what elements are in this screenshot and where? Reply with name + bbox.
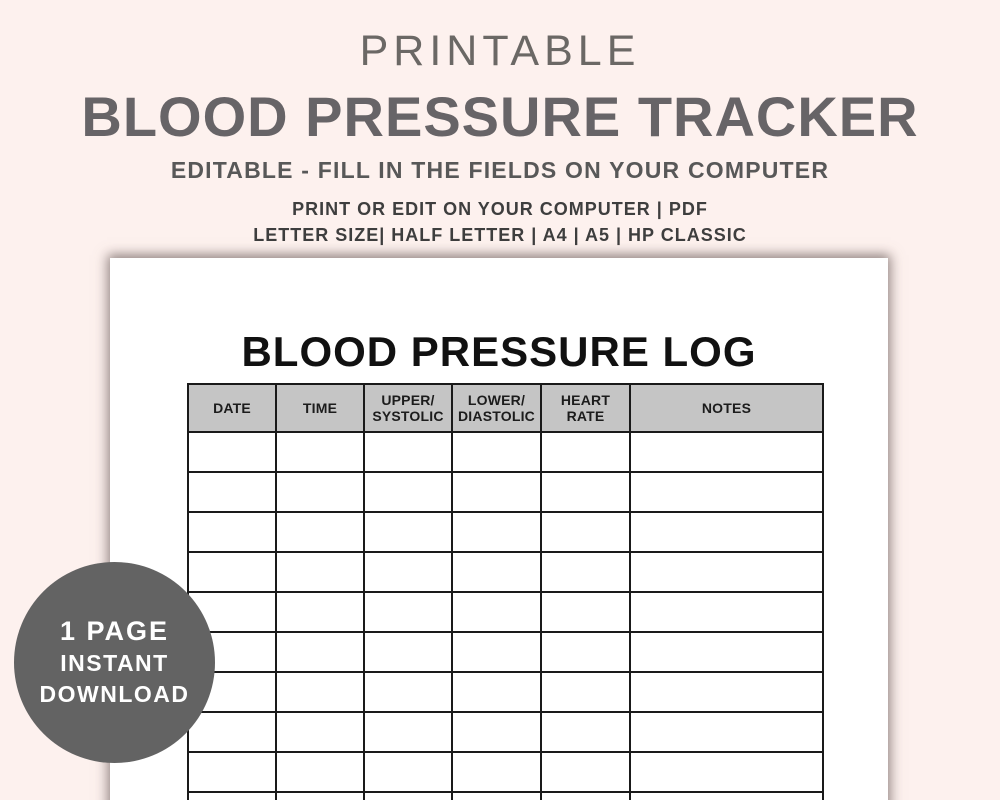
table-cell [363, 791, 453, 800]
kicker-text: PRINTABLE [359, 27, 641, 75]
table-cell [187, 511, 277, 553]
table-cell [540, 751, 631, 793]
table-cell [540, 671, 631, 713]
table-cell [451, 751, 542, 793]
table-cell [187, 431, 277, 473]
table-cell [275, 631, 365, 673]
table-cell [275, 791, 365, 800]
table-cell [629, 471, 824, 513]
subtitle-text: EDITABLE - FILL IN THE FIELDS ON YOUR CO… [170, 157, 830, 183]
col-header-lower-diastolic: LOWER/ DIASTOLIC [451, 383, 542, 433]
table-body [187, 431, 824, 800]
col-header-label: RATE [566, 408, 605, 424]
col-header-label: DATE [213, 400, 251, 416]
table-cell [275, 591, 365, 633]
table-row [187, 751, 824, 793]
table-cell [451, 551, 542, 593]
table-cell [187, 751, 277, 793]
badge-line: INSTANT [60, 650, 169, 676]
table-cell [451, 671, 542, 713]
table-cell [540, 551, 631, 593]
col-header-label: NOTES [701, 400, 752, 416]
table-cell [629, 671, 824, 713]
page-title: BLOOD PRESSURE TRACKER [81, 85, 919, 148]
col-header-label: DIASTOLIC [458, 408, 535, 424]
col-header-label: UPPER/ [381, 392, 435, 408]
table-cell [275, 751, 365, 793]
table-cell [540, 591, 631, 633]
table-row [187, 791, 824, 800]
table-cell [629, 431, 824, 473]
table-cell [275, 671, 365, 713]
table-row [187, 711, 824, 753]
table-cell [540, 511, 631, 553]
table-cell [363, 711, 453, 753]
col-header-upper-systolic: UPPER/ SYSTOLIC [363, 383, 453, 433]
table-cell [451, 591, 542, 633]
table-cell [187, 471, 277, 513]
table-cell [540, 711, 631, 753]
col-header-date: DATE [187, 383, 277, 433]
table-cell [363, 511, 453, 553]
col-header-label: LOWER/ [467, 392, 526, 408]
table-cell [451, 511, 542, 553]
col-header-label: HEART [560, 392, 611, 408]
table-cell [540, 631, 631, 673]
feature-line-formats: PRINT OR EDIT ON YOUR COMPUTER | PDF [292, 199, 708, 219]
table-row [187, 631, 824, 673]
table-cell [451, 631, 542, 673]
table-cell [629, 511, 824, 553]
table-cell [629, 591, 824, 633]
table-cell [187, 791, 277, 800]
badge-line: 1 PAGE [59, 616, 170, 646]
feature-line-sizes: LETTER SIZE| HALF LETTER | A4 | A5 | HP … [253, 225, 747, 245]
table-cell [629, 751, 824, 793]
table-cell [275, 431, 365, 473]
table-cell [363, 631, 453, 673]
table-cell [451, 711, 542, 753]
col-header-label: TIME [302, 400, 338, 416]
bp-log-table: DATE TIME UPPER/ SYSTOLIC LOWER/ DIASTOL… [187, 383, 824, 800]
table-header-row: DATE TIME UPPER/ SYSTOLIC LOWER/ DIASTOL… [187, 383, 824, 433]
table-cell [629, 791, 824, 800]
table-cell [363, 751, 453, 793]
table-cell [629, 551, 824, 593]
table-row [187, 471, 824, 513]
document-mockup: BLOOD PRESSURE LOG DATE TIME [110, 258, 888, 800]
instant-download-badge: 1 PAGE INSTANT DOWNLOAD [14, 562, 215, 763]
badge-line: DOWNLOAD [39, 681, 190, 707]
col-header-notes: NOTES [629, 383, 824, 433]
table-row [187, 511, 824, 553]
table-cell [540, 431, 631, 473]
table-cell [363, 591, 453, 633]
col-header-label: SYSTOLIC [372, 408, 444, 424]
table-cell [275, 511, 365, 553]
table-cell [363, 471, 453, 513]
table-row [187, 671, 824, 713]
table-row [187, 431, 824, 473]
table-cell [187, 711, 277, 753]
col-header-time: TIME [275, 383, 365, 433]
table-cell [540, 471, 631, 513]
document-title: BLOOD PRESSURE LOG [241, 328, 757, 375]
table-cell [363, 551, 453, 593]
table-cell [187, 551, 277, 593]
table-row [187, 591, 824, 633]
table-cell [275, 471, 365, 513]
table-row [187, 551, 824, 593]
table-cell [540, 791, 631, 800]
table-cell [451, 791, 542, 800]
table-cell [451, 431, 542, 473]
table-cell [629, 631, 824, 673]
col-header-heart-rate: HEART RATE [540, 383, 631, 433]
table-cell [363, 671, 453, 713]
table-cell [275, 551, 365, 593]
table-cell [275, 711, 365, 753]
table-cell [451, 471, 542, 513]
table-cell [629, 711, 824, 753]
table-cell [363, 431, 453, 473]
